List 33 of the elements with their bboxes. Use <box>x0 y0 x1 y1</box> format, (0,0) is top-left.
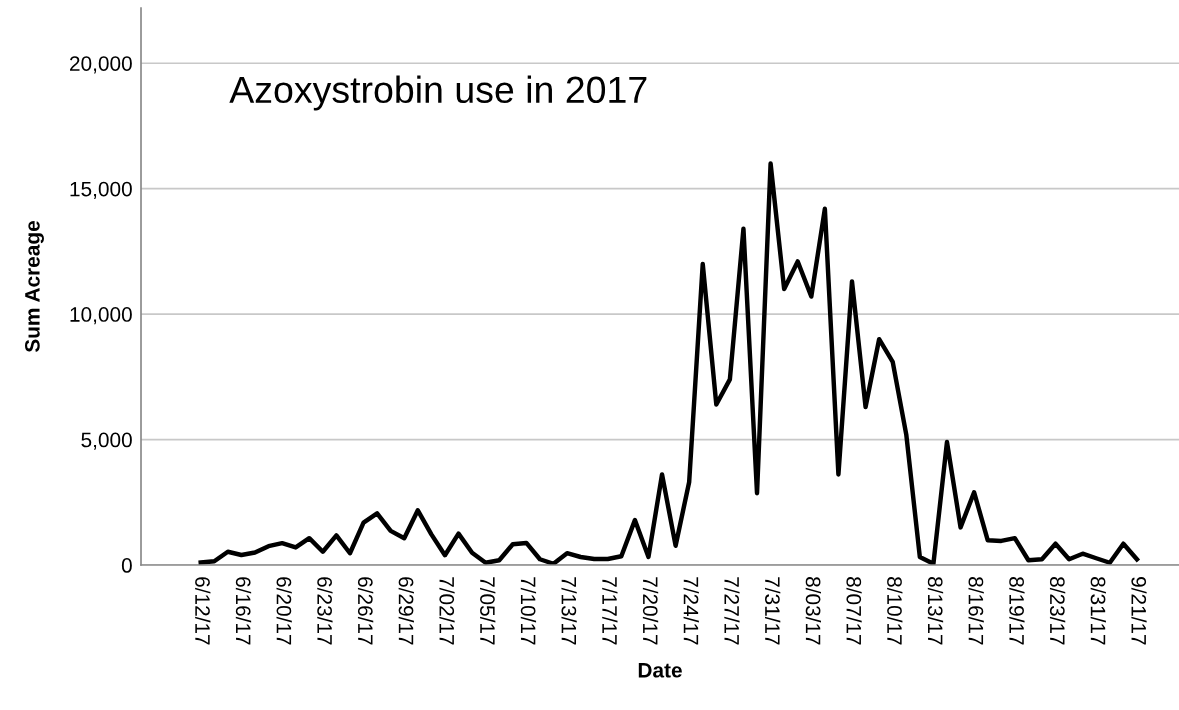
x-tick-label: 7/05/17 <box>480 577 496 645</box>
x-tick-label: 8/23/17 <box>1049 577 1066 645</box>
x-tick-label: 8/13/17 <box>927 577 944 645</box>
y-axis-title: Sum Acreage <box>25 221 44 353</box>
x-tick-label: 6/29/17 <box>398 577 414 645</box>
x-tick-label: 7/13/17 <box>561 577 577 645</box>
x-tick-label: 6/16/17 <box>235 577 252 645</box>
x-tick-label: 7/17/17 <box>602 577 618 645</box>
x-tick-label: 8/16/17 <box>968 577 984 645</box>
annotation: Azoxystrobin use in 2017 <box>229 75 647 111</box>
x-tick-label: 7/02/17 <box>439 577 455 645</box>
x-tick-label: 6/12/17 <box>195 577 211 645</box>
x-tick-label: 8/31/17 <box>1090 577 1106 645</box>
x-axis-title: Date <box>638 663 682 678</box>
x-tick-label: 8/10/17 <box>887 577 903 645</box>
x-tick-label: 8/07/17 <box>846 577 862 645</box>
x-tick-label: 7/10/17 <box>520 577 537 645</box>
x-tick-label: 7/31/17 <box>765 577 781 645</box>
x-tick-label: 9/21/17 <box>1131 577 1147 645</box>
y-tick-label: 0 <box>121 558 132 573</box>
x-tick-label: 6/23/17 <box>317 577 333 645</box>
y-tick-label: 15,000 <box>70 181 132 199</box>
line-series <box>198 161 1140 566</box>
y-tick-label: 5,000 <box>81 432 132 450</box>
x-tick-label: 7/20/17 <box>642 577 659 645</box>
x-tick-label: 6/20/17 <box>276 577 292 645</box>
x-tick-label: 8/19/17 <box>1009 577 1025 645</box>
x-tick-label: 7/24/17 <box>683 577 699 645</box>
x-tick-label: 6/26/17 <box>357 577 374 645</box>
y-tick-label: 20,000 <box>70 56 132 74</box>
x-tick-label: 8/03/17 <box>805 577 821 645</box>
x-tick-label: 7/27/17 <box>724 577 740 645</box>
y-tick-label: 10,000 <box>70 307 132 325</box>
